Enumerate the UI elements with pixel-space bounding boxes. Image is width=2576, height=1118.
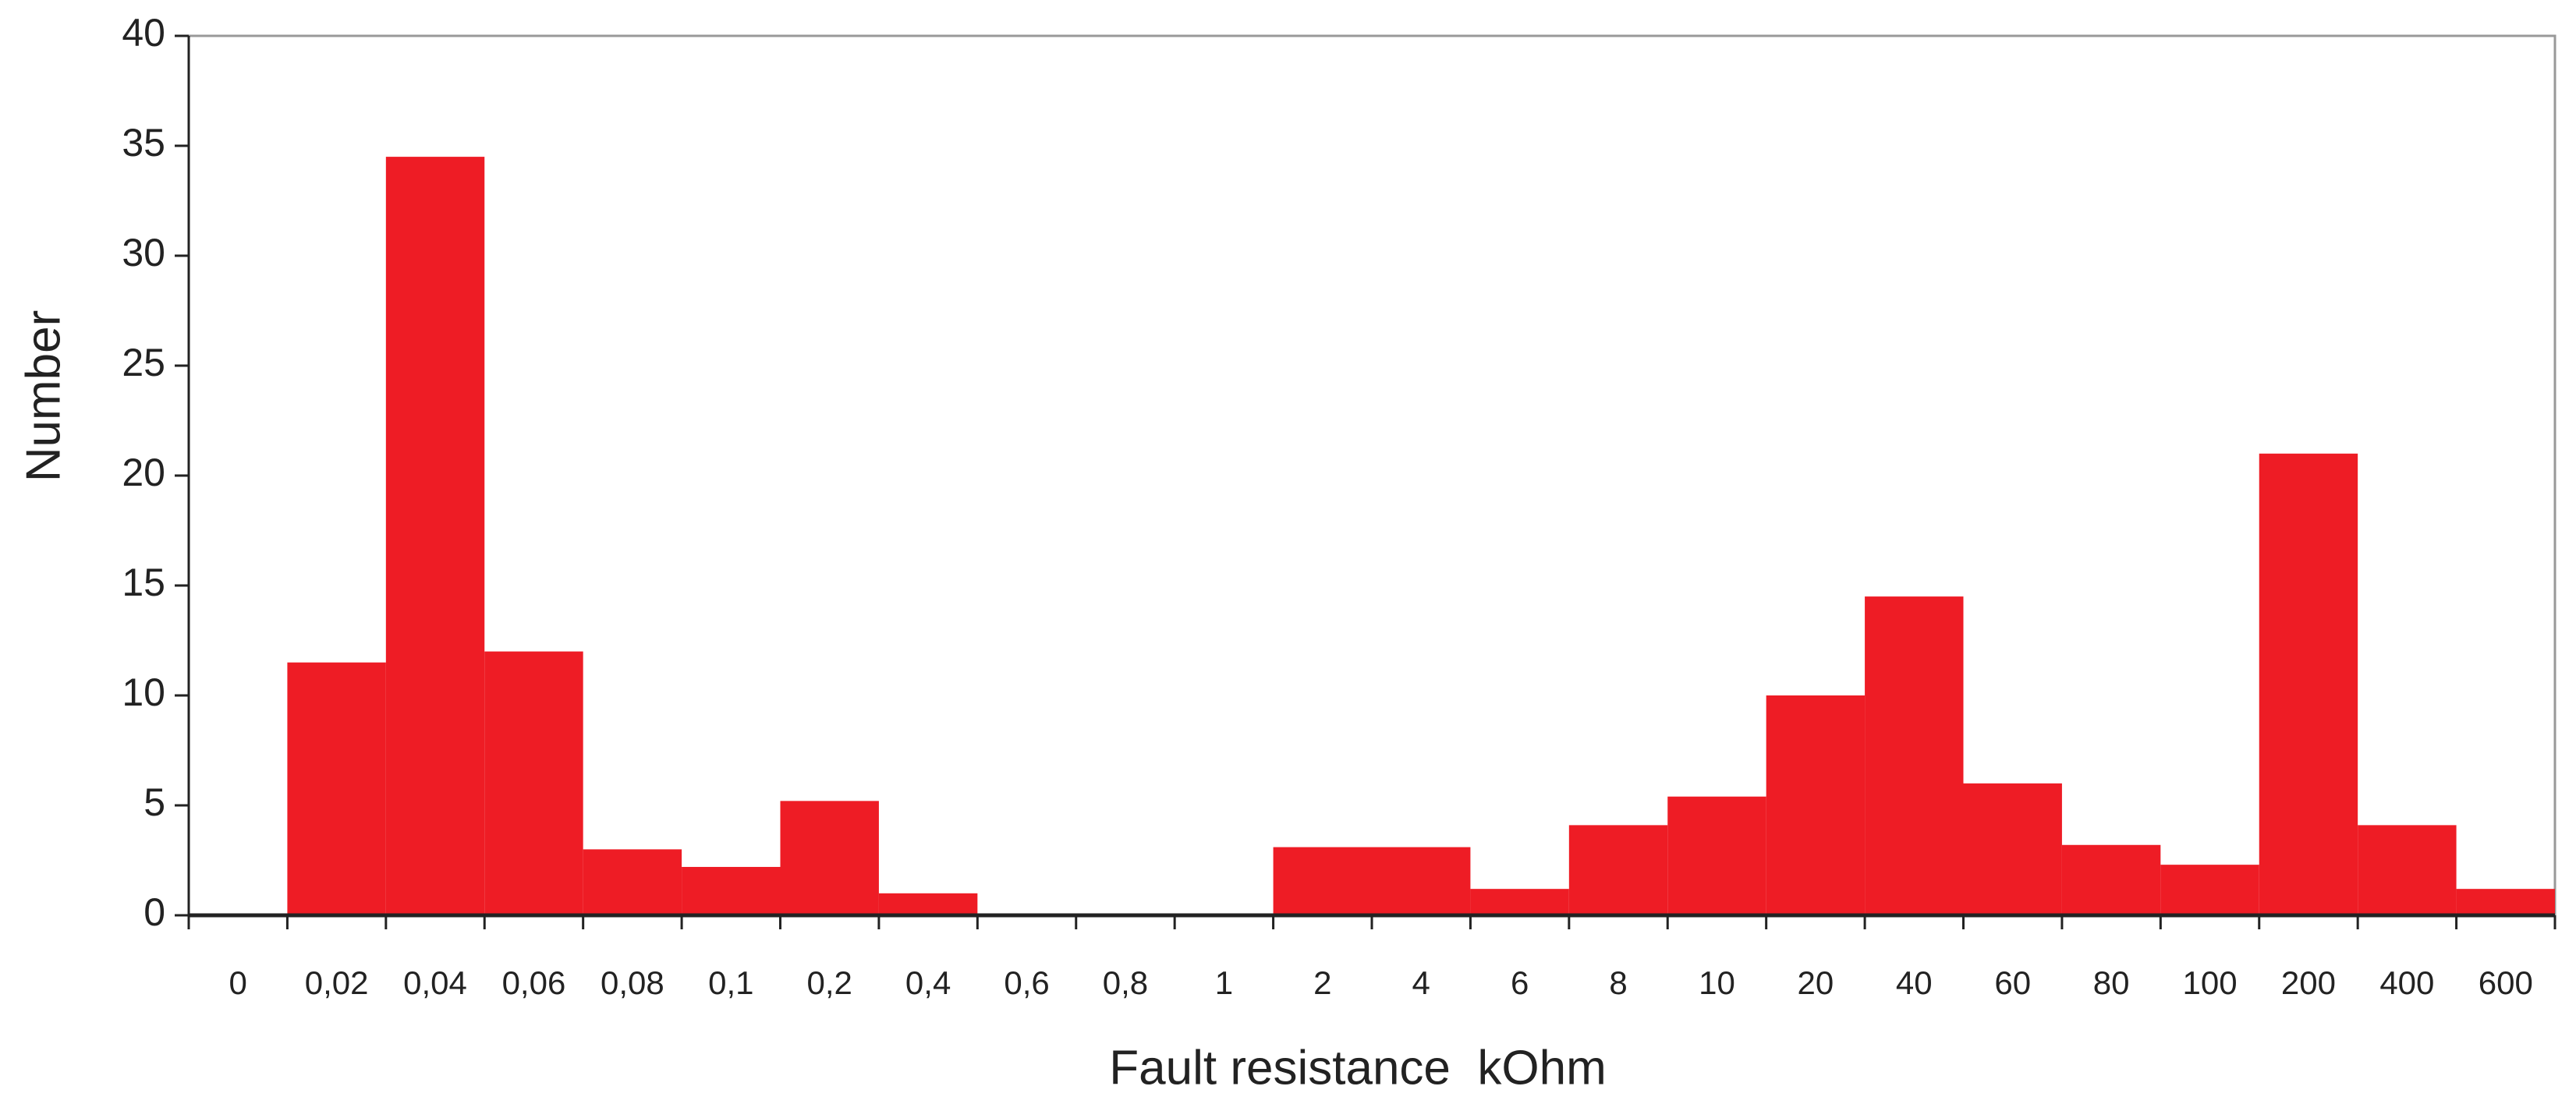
x-tick-label: 0,02 — [305, 964, 369, 1001]
x-tick-label: 4 — [1412, 964, 1430, 1001]
x-tick-label: 10 — [1699, 964, 1735, 1001]
x-tick-label: 2 — [1313, 964, 1331, 1001]
bar — [1766, 695, 1866, 915]
bar — [682, 866, 781, 915]
x-tick-label: 40 — [1896, 964, 1933, 1001]
y-tick-label: 0 — [144, 890, 165, 934]
bar — [484, 651, 583, 915]
x-tick-label: 400 — [2379, 964, 2434, 1001]
x-tick-label: 6 — [1511, 964, 1529, 1001]
x-tick-label: 0,6 — [1004, 964, 1049, 1001]
y-tick-label: 40 — [122, 11, 165, 55]
bar — [1470, 889, 1569, 915]
x-tick-label: 0,08 — [601, 964, 664, 1001]
bar — [1667, 796, 1766, 915]
y-tick-label: 35 — [122, 121, 165, 165]
x-tick-label: 0,8 — [1103, 964, 1148, 1001]
bar — [1963, 783, 2062, 915]
bar — [287, 662, 386, 915]
y-axis-title: Number — [16, 310, 70, 483]
x-tick-label: 0,1 — [708, 964, 753, 1001]
bar — [2061, 844, 2161, 915]
x-tick-label: 20 — [1798, 964, 1834, 1001]
bar — [2358, 825, 2457, 915]
x-tick-label: 0 — [229, 964, 247, 1001]
x-tick-label: 600 — [2479, 964, 2533, 1001]
bar — [1568, 825, 1668, 915]
y-tick-label: 5 — [144, 780, 165, 824]
bar — [1273, 847, 1372, 915]
bar — [780, 801, 879, 915]
y-tick-label: 15 — [122, 561, 165, 604]
y-tick-label: 30 — [122, 231, 165, 274]
y-tick-label: 10 — [122, 670, 165, 714]
bar — [1372, 847, 1471, 915]
x-tick-label: 0,4 — [905, 964, 951, 1001]
bar — [878, 893, 978, 915]
x-tick-label: 100 — [2183, 964, 2238, 1001]
plot-frame — [189, 34, 2557, 915]
x-tick-label: 0,2 — [807, 964, 852, 1001]
bar — [2259, 453, 2358, 915]
x-tick-label: 8 — [1609, 964, 1627, 1001]
x-axis-title: Fault resistance kOhm — [1109, 1041, 1606, 1095]
x-tick-label: 200 — [2281, 964, 2336, 1001]
x-tick-label: 80 — [2093, 964, 2130, 1001]
x-tick-label: 0,06 — [502, 964, 566, 1001]
y-tick-label: 20 — [122, 451, 165, 494]
bar — [1865, 596, 1964, 915]
bar — [2456, 889, 2555, 915]
bar — [583, 849, 682, 915]
x-tick-label: 1 — [1215, 964, 1233, 1001]
bar — [2160, 865, 2259, 915]
x-tick-label: 0,04 — [403, 964, 467, 1001]
bar — [385, 157, 485, 916]
x-tick-label: 60 — [1994, 964, 2031, 1001]
y-tick-label: 25 — [122, 341, 165, 384]
